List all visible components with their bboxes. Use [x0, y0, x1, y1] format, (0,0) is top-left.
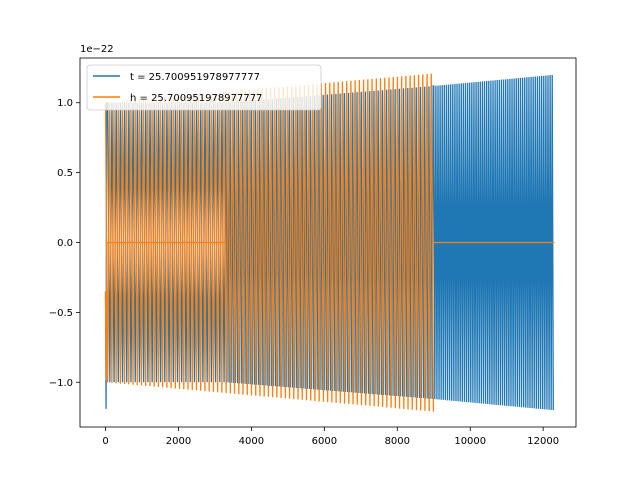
legend-box — [86, 64, 322, 111]
legend-label-t: t = 25.700951978977777 — [130, 72, 260, 83]
y-tick-label: 0.5 — [57, 168, 73, 179]
legend-label-h: h = 25.700951978977777 — [130, 93, 262, 104]
x-tick-label: 10000 — [454, 436, 486, 447]
plot-area — [104, 73, 555, 412]
x-tick-label: 8000 — [385, 436, 410, 447]
y-tick-label: 0.0 — [57, 238, 73, 249]
x-tick-label: 12000 — [527, 436, 559, 447]
y-tick-label: −0.5 — [49, 308, 73, 319]
y-offset-label: 1e−22 — [80, 44, 114, 55]
series-h-line — [104, 73, 435, 412]
x-axis-ticks: 0 2000 4000 6000 8000 10000 12000 — [102, 427, 559, 447]
x-tick-label: 2000 — [166, 436, 191, 447]
legend: t = 25.700951978977777 h = 25.7009519789… — [86, 64, 322, 111]
x-tick-label: 0 — [102, 436, 108, 447]
y-tick-label: 1.0 — [57, 98, 73, 109]
y-axis-ticks: −1.0 −0.5 0.0 0.5 1.0 — [49, 98, 80, 389]
y-tick-label: −1.0 — [49, 378, 73, 389]
x-tick-label: 6000 — [312, 436, 337, 447]
x-tick-label: 4000 — [239, 436, 264, 447]
